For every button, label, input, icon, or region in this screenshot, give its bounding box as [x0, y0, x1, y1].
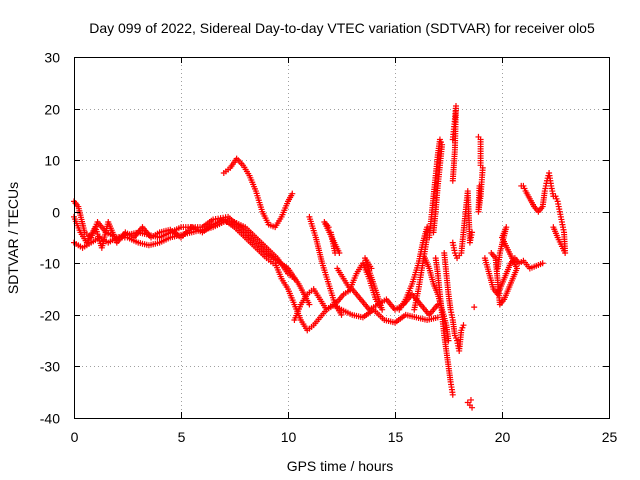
y-tick-label: 10: [44, 153, 60, 169]
point-track-c: [306, 301, 313, 308]
point-track-s: [550, 224, 557, 231]
point-track-r: [494, 265, 501, 272]
data-points: [71, 102, 569, 411]
x-tick-label: 10: [281, 429, 297, 445]
point-outliers: [467, 396, 474, 403]
point-track-o: [469, 229, 476, 236]
point-outliers: [469, 404, 476, 411]
x-tick-label: 15: [388, 429, 404, 445]
point-outliers: [471, 304, 478, 311]
y-tick-label: -30: [40, 359, 60, 375]
axis-ticks: [74, 57, 610, 419]
point-track-g: [338, 311, 345, 318]
point-track-j: [445, 337, 452, 344]
y-tick-labels: -40 -30 -20 -10 0 10 20 30: [40, 50, 60, 427]
x-tick-labels: 0 5 10 15 20 25: [71, 429, 618, 445]
y-tick-label: 30: [44, 50, 60, 66]
y-tick-label: -10: [40, 256, 60, 272]
point-track-n: [449, 177, 456, 184]
point-track-k: [430, 229, 437, 236]
x-tick-label: 0: [71, 429, 79, 445]
y-axis-title: SDTVAR / TECUs: [5, 182, 21, 294]
x-tick-label: 25: [602, 429, 618, 445]
x-tick-label: 5: [178, 429, 186, 445]
point-outliers: [464, 399, 471, 406]
chart-title: Day 099 of 2022, Sidereal Day-to-day VTE…: [89, 20, 595, 36]
y-tick-label: -40: [40, 411, 60, 427]
point-track-q: [539, 260, 546, 267]
x-axis-title: GPS time / hours: [287, 458, 394, 474]
point-track-h: [368, 265, 375, 272]
plot-frame: [74, 57, 610, 419]
point-track-l: [449, 391, 456, 398]
y-tick-label: -20: [40, 308, 60, 324]
point-track-d: [289, 190, 296, 197]
point-track-g: [325, 224, 332, 231]
point-track-m: [460, 322, 467, 329]
y-tick-label: 20: [44, 102, 60, 118]
y-tick-label: 0: [52, 205, 60, 221]
point-track-p: [476, 182, 483, 189]
point-track-i: [411, 306, 418, 313]
x-tick-label: 20: [495, 429, 511, 445]
